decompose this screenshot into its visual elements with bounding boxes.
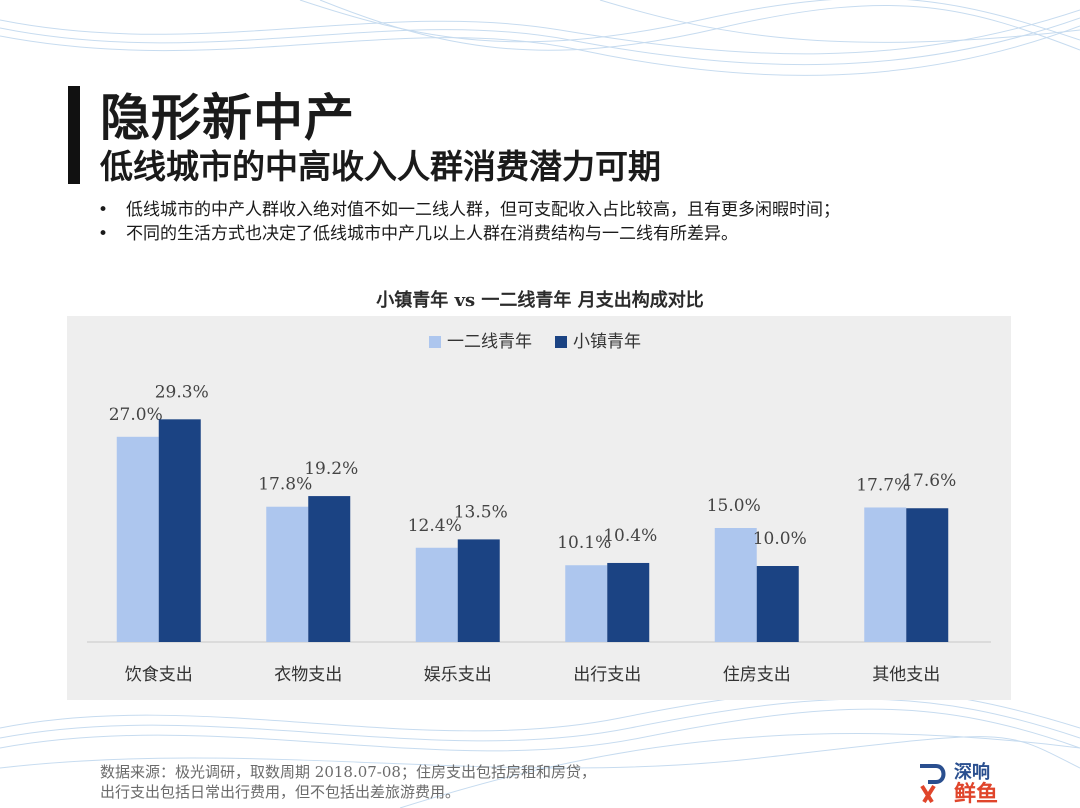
bullet-item: 不同的生活方式也决定了低线城市中产几以上人群在消费结构与一二线有所差异。	[98, 222, 840, 246]
data-label: 17.6%	[902, 471, 956, 491]
bar	[756, 566, 799, 642]
bar-chart: 一二线青年 小镇青年 27.0% 29.3% 饮食支出 17.8%19.2% 衣物支出 12.…	[87, 332, 991, 685]
bar	[607, 562, 650, 642]
page-title: 隐形新中产	[100, 89, 355, 147]
chart-title: 小镇青年 vs 一二线青年 月支出构成对比	[376, 290, 704, 311]
logo-text-top: 深响	[954, 761, 990, 783]
bar	[906, 508, 949, 642]
data-label: 10.1%	[557, 533, 611, 553]
logo-text-bottom: 鲜鱼	[954, 781, 998, 804]
category-label: 饮食支出	[125, 665, 193, 685]
bar	[415, 547, 458, 642]
bar	[158, 419, 201, 642]
data-label: 29.3%	[155, 382, 209, 402]
data-label: 10.0%	[753, 529, 807, 549]
source-footnote: 数据来源：极光调研，取数周期 2018.07-08；住房支出包括房租和房贷， 出…	[100, 762, 596, 802]
bar	[565, 565, 608, 642]
bar	[714, 528, 757, 642]
legend-label: 小镇青年	[573, 332, 641, 352]
category-label: 娱乐支出	[424, 665, 492, 685]
bar	[457, 539, 500, 642]
bar	[308, 496, 351, 642]
legend-swatch	[555, 336, 567, 348]
data-label: 27.0%	[109, 405, 163, 425]
bar	[266, 506, 309, 642]
category-label: 其他支出	[872, 665, 940, 685]
page-subtitle: 低线城市的中高收入人群消费潜力可期	[100, 147, 661, 186]
legend-label: 一二线青年	[447, 332, 532, 352]
data-label: 19.2%	[304, 459, 358, 479]
chart-panel: 一二线青年 小镇青年 27.0% 29.3% 饮食支出 17.8% 19.2% 衣物支出 12.…	[67, 316, 1011, 700]
data-label: 12.4%	[408, 516, 462, 536]
legend-swatch	[429, 336, 441, 348]
bullet-item: 低线城市的中产人群收入绝对值不如一二线人群，但可支配收入占比较高，且有更多闲暇时…	[98, 198, 840, 222]
data-label: 17.7%	[856, 475, 910, 495]
category-label: 衣物支出	[274, 665, 342, 685]
data-label: 10.4%	[603, 526, 657, 546]
footnote-line: 数据来源：极光调研，取数周期 2018.07-08；住房支出包括房租和房贷，	[100, 763, 596, 781]
brand-logo: 深响 鲜鱼	[920, 761, 998, 804]
data-label: 13.5%	[454, 502, 508, 522]
bar	[116, 436, 159, 642]
category-label: 住房支出	[723, 665, 791, 685]
bullet-list: 低线城市的中产人群收入绝对值不如一二线人群，但可支配收入占比较高，且有更多闲暇时…	[98, 198, 840, 246]
data-label: 15.0%	[707, 496, 761, 516]
title-accent-bar	[68, 86, 80, 184]
data-label: 17.8%	[258, 475, 312, 495]
category-label: 出行支出	[573, 665, 641, 685]
bar	[864, 507, 907, 642]
footnote-line: 出行支出包括日常出行费用，但不包括出差旅游费用。	[100, 783, 461, 801]
